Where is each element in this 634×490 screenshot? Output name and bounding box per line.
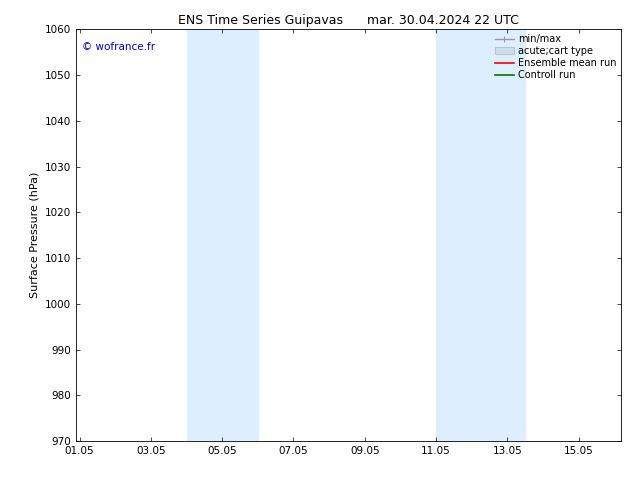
Bar — [222, 29, 258, 441]
Bar — [436, 29, 472, 441]
Y-axis label: Surface Pressure (hPa): Surface Pressure (hPa) — [29, 172, 39, 298]
Bar — [186, 29, 222, 441]
Title: ENS Time Series Guipavas      mar. 30.04.2024 22 UTC: ENS Time Series Guipavas mar. 30.04.2024… — [178, 14, 519, 27]
Text: © wofrance.fr: © wofrance.fr — [82, 42, 155, 52]
Legend: min/max, acute;cart type, Ensemble mean run, Controll run: min/max, acute;cart type, Ensemble mean … — [495, 34, 616, 80]
Bar — [472, 29, 525, 441]
